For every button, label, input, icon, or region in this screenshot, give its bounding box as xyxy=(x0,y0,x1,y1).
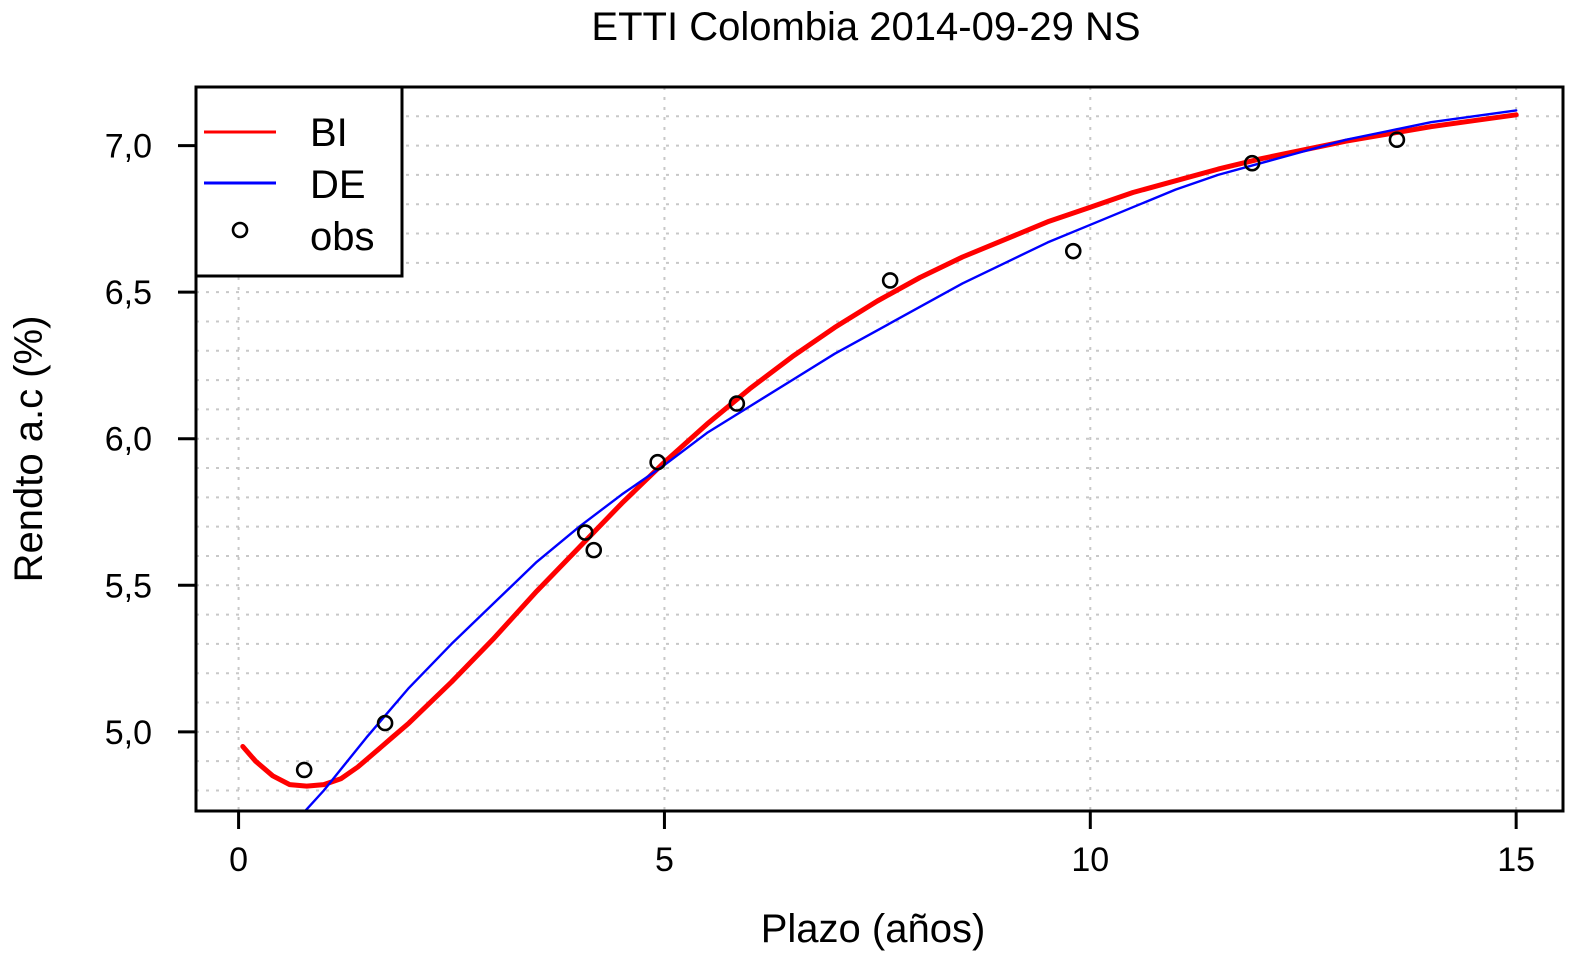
data-point-obs xyxy=(585,541,603,559)
series-layer xyxy=(240,109,1519,811)
x-axis-label: Plazo (años) xyxy=(761,907,986,951)
data-point-obs xyxy=(576,524,594,541)
data-point-obs xyxy=(1388,131,1406,149)
x-axis: 0 5 10 15 xyxy=(229,811,1535,879)
series-line-bi xyxy=(240,112,1519,789)
x-tick-label: 0 xyxy=(229,841,248,879)
data-point-obs xyxy=(881,272,899,289)
y-axis: 5,0 5,5 6,0 6,5 7,0 xyxy=(105,128,196,752)
data-point-obs xyxy=(295,761,313,779)
points-layer xyxy=(295,131,1406,779)
data-point-obs xyxy=(1243,154,1261,172)
legend-marker-obs xyxy=(231,221,249,239)
x-tick-label: 10 xyxy=(1071,841,1109,879)
plot-frame xyxy=(194,85,1565,813)
legend-label-de: DE xyxy=(310,163,366,207)
series-line-de xyxy=(303,109,1518,811)
y-tick-label: 6,0 xyxy=(105,421,152,459)
x-tick-label: 5 xyxy=(655,841,674,879)
y-tick-label: 5,0 xyxy=(105,714,152,752)
data-point-obs xyxy=(649,453,666,471)
legend-label-obs: obs xyxy=(310,215,375,259)
chart-title: ETTI Colombia 2014-09-29 NS xyxy=(591,5,1140,49)
y-axis-label: Rendto a.c (%) xyxy=(7,316,51,583)
y-tick-label: 5,5 xyxy=(105,567,152,605)
y-tick-label: 7,0 xyxy=(105,128,152,166)
x-tick-label: 15 xyxy=(1497,841,1535,879)
data-point-obs xyxy=(376,714,394,732)
data-point-obs xyxy=(728,395,746,412)
y-tick-label: 6,5 xyxy=(105,274,152,312)
legend-label-bi: BI xyxy=(310,111,348,155)
legend: BI DE obs xyxy=(194,85,404,278)
data-point-obs xyxy=(1064,242,1082,260)
